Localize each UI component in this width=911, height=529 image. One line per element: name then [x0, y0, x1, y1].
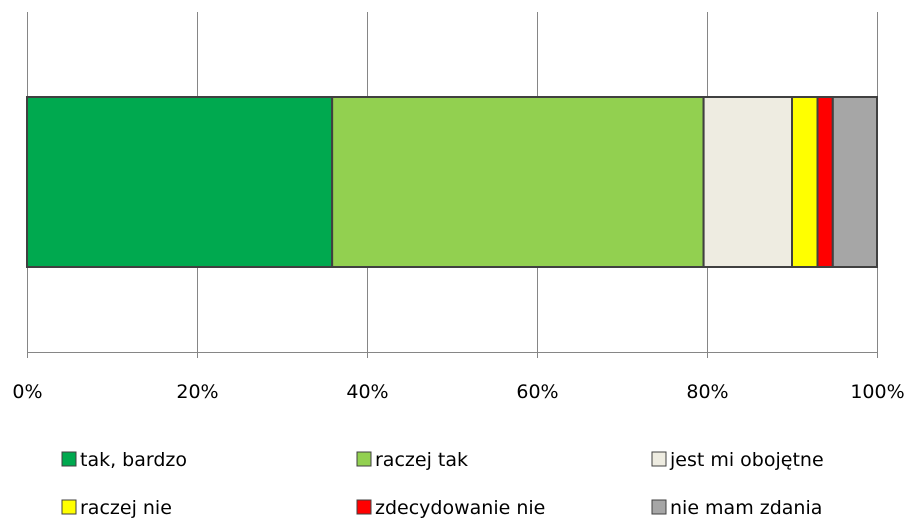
bar-segment-4	[816, 96, 834, 268]
x-tick-label: 60%	[516, 381, 558, 403]
legend-label: nie mam zdania	[670, 497, 822, 519]
legend-label: raczej tak	[375, 449, 468, 471]
legend-swatch	[61, 499, 77, 515]
legend-swatch	[61, 451, 77, 467]
legend-swatch	[356, 499, 372, 515]
legend-label: zdecydowanie nie	[375, 497, 545, 519]
legend-label: tak, bardzo	[80, 449, 187, 471]
x-axis	[27, 352, 878, 358]
bar-segment-1	[331, 96, 705, 268]
x-tick-label: 0%	[12, 381, 42, 403]
bar-segment-5	[831, 96, 878, 268]
bar-segment-2	[702, 96, 793, 268]
x-tick-label: 100%	[850, 381, 904, 403]
bar-segment-0	[26, 96, 334, 268]
x-tick-labels: 0% 20% 40% 60% 80% 100%	[12, 381, 904, 403]
bar-segment-3	[791, 96, 819, 268]
x-tick-label: 20%	[176, 381, 218, 403]
legend-label: raczej nie	[80, 497, 172, 519]
bar-segments	[26, 96, 878, 268]
legend-swatch	[356, 451, 372, 467]
legend-swatch	[651, 499, 667, 515]
x-tick-label: 80%	[686, 381, 728, 403]
legend: tak, bardzo raczej tak jest mi obojętne rac…	[61, 449, 824, 519]
legend-swatch	[651, 451, 667, 467]
x-tick-label: 40%	[346, 381, 388, 403]
legend-label: jest mi obojętne	[669, 449, 824, 471]
